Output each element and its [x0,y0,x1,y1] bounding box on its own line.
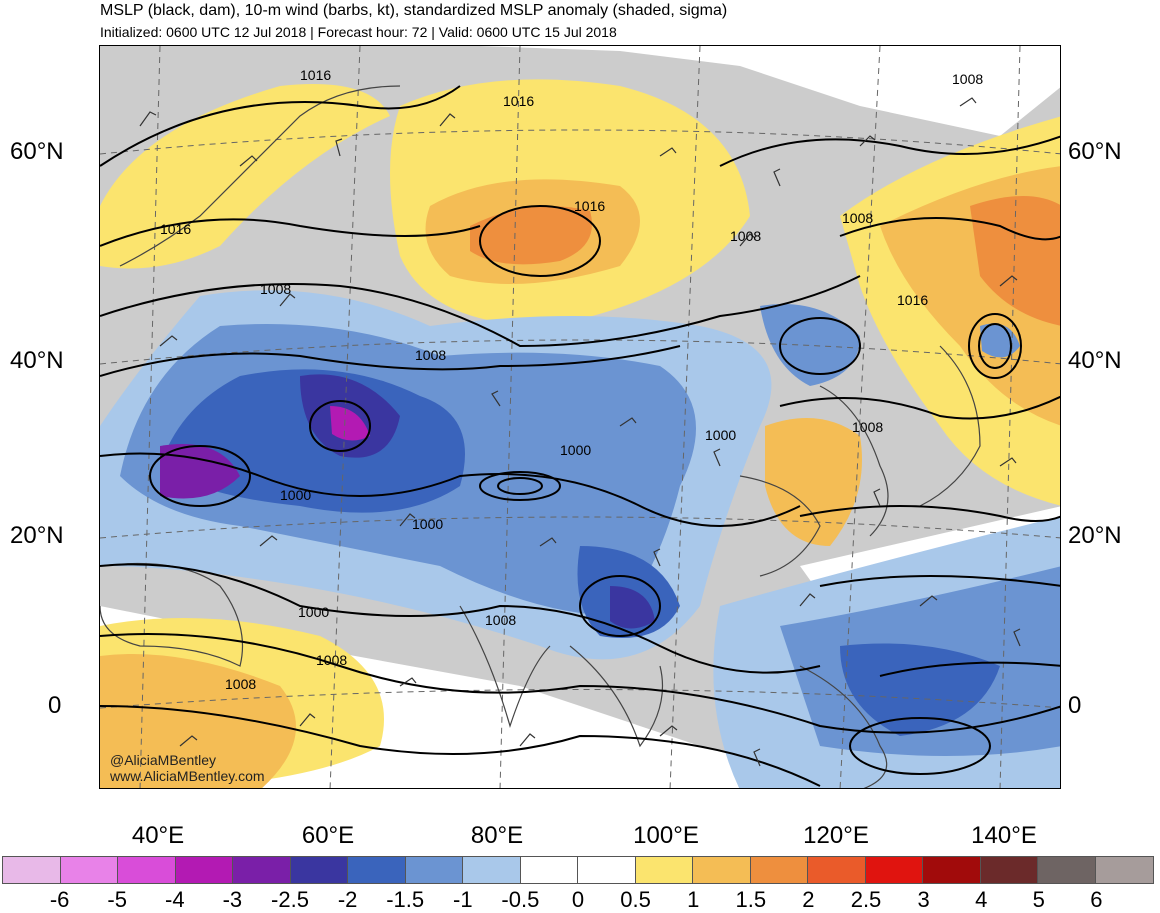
colorbar-swatch [520,857,578,883]
colorbar-swatch [348,857,406,883]
colorbar-swatch [693,857,751,883]
isobars [100,85,1060,787]
colorbar-swatch [233,857,291,883]
colorbar-swatch [750,857,808,883]
colorbar-label: -0.5 [501,887,540,912]
contour-label: 1008 [952,71,983,87]
contour-label: 1008 [225,676,256,692]
chart-subtitle: Initialized: 0600 UTC 12 Jul 2018 | Fore… [100,24,617,40]
negative-anomaly-indochina-core [610,586,655,629]
positive-anomaly-china [765,418,862,546]
lon-label: 40°E [131,822,185,849]
lat-label-left: 0 [48,692,62,719]
contour-label: 1000 [298,604,329,620]
colorbar-swatch [290,857,348,883]
lat-label-right: 40°N [1068,347,1122,374]
colorbar-label: 2 [802,887,815,912]
colorbar-label: 1 [687,887,700,912]
colorbar-label: -3 [222,887,243,912]
contour-label: 1000 [412,516,443,532]
neutral-region-north [100,46,1060,136]
credit-website: www.AliciaMBentley.com [110,768,265,784]
contour-label: 1008 [485,612,516,628]
lon-label: 60°E [301,822,355,849]
colorbar-swatch [865,857,923,883]
contour-labels: 1016 1016 1016 1016 1008 1008 1008 1008 … [160,67,983,692]
colorbar-label: 5 [1032,887,1045,912]
colorbar-label: 0.5 [620,887,651,912]
colorbar-swatch [635,857,693,883]
contour-label: 1016 [574,198,605,214]
colorbar-swatch [1038,857,1096,883]
lat-label-right: 0 [1068,692,1082,719]
colorbar-label: -1.5 [386,887,425,912]
contour-label: 1016 [503,93,534,109]
colorbar-swatch [175,857,233,883]
colorbar-swatch [463,857,521,883]
contour-label: 1008 [842,210,873,226]
map-svg: 1016 1016 1016 1016 1008 1008 1008 1008 … [100,46,1060,788]
colorbar-label: -6 [49,887,70,912]
contour-label: 1000 [705,427,736,443]
colorbar-swatch [808,857,866,883]
colorbar-label: 6 [1090,887,1103,912]
positive-anomaly-pacific-peak [970,196,1060,326]
lon-label: 80°E [470,822,524,849]
lat-label-left: 20°N [10,522,64,549]
colorbar-label: -2.5 [271,887,309,912]
contour-label: 1000 [560,442,591,458]
colorbar-label: 3 [917,887,930,912]
negative-anomaly-west-core [160,444,240,499]
contour-label: 1016 [300,67,331,83]
colorbar-swatch [578,857,636,883]
positive-anomaly-siberia-peak [470,206,592,265]
colorbar [2,856,1154,884]
colorbar-label: -2 [337,887,358,912]
contour-label: 1000 [280,487,311,503]
contour-label: 1008 [316,652,347,668]
colorbar-swatch [923,857,981,883]
wind-barbs [139,97,1021,767]
colorbar-swatch [1095,857,1153,883]
chart-title: MSLP (black, dam), 10-m wind (barbs, kt)… [100,2,728,19]
coastlines [100,85,981,788]
colorbar-swatch [405,857,463,883]
contour-label: 1008 [260,281,291,297]
colorbar-label: -4 [165,887,185,912]
colorbar-swatch [3,857,61,883]
colorbar-label: 4 [975,887,988,912]
colorbar-swatch [118,857,176,883]
colorbar-swatch [980,857,1038,883]
lon-label: 140°E [971,822,1037,849]
negative-anomaly-pacific-strong [840,643,1000,736]
credit-handle: @AliciaMBentley [110,752,217,768]
colorbar-label: -1 [453,887,473,912]
lat-label-right: 60°N [1068,138,1122,165]
contour-label: 1008 [852,419,883,435]
contour-label: 1016 [897,292,928,308]
lat-label-left: 60°N [10,138,64,165]
lon-label: 100°E [633,822,699,849]
colorbar-swatch [60,857,118,883]
negative-anomaly-asia-peak [330,406,370,441]
positive-anomaly-scandinavia [100,84,390,269]
positive-anomaly-africa-core [100,654,296,788]
colorbar-label: 1.5 [735,887,767,912]
contour-label: 1008 [415,347,446,363]
lon-label: 120°E [803,822,869,849]
map-panel: 1016 1016 1016 1016 1008 1008 1008 1008 … [99,45,1061,789]
negative-anomaly-northeast [760,304,860,386]
contour-label: 1016 [160,221,191,237]
colorbar-label: 2.5 [850,887,882,912]
lat-label-right: 20°N [1068,522,1122,549]
colorbar-label: 0 [571,887,585,912]
lat-label-left: 40°N [10,347,64,374]
contour-label: 1008 [730,228,761,244]
graticule [100,46,1060,788]
colorbar-label: -5 [107,887,127,912]
